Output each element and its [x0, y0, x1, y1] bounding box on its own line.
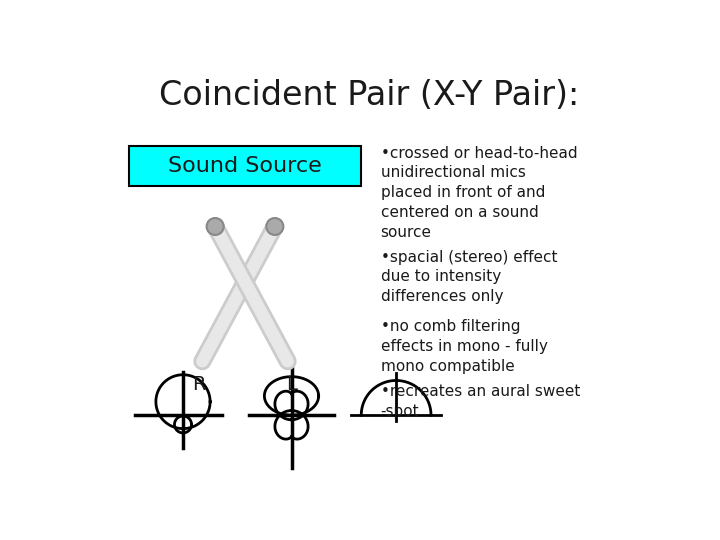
Text: •spacial (stereo) effect
due to intensity
differences only: •spacial (stereo) effect due to intensit… — [381, 249, 557, 304]
Text: •no comb filtering
effects in mono - fully
mono compatible: •no comb filtering effects in mono - ful… — [381, 319, 547, 374]
Text: Coincident Pair (X-Y Pair):: Coincident Pair (X-Y Pair): — [159, 79, 579, 112]
Text: Sound Source: Sound Source — [168, 156, 322, 176]
Ellipse shape — [266, 218, 284, 235]
Text: R: R — [192, 375, 205, 394]
Ellipse shape — [207, 218, 224, 235]
Text: •crossed or head-to-head
unidirectional mics
placed in front of and
centered on : •crossed or head-to-head unidirectional … — [381, 146, 577, 240]
Text: •recreates an aural sweet
-spot: •recreates an aural sweet -spot — [381, 384, 580, 419]
FancyBboxPatch shape — [129, 146, 361, 186]
Text: L: L — [286, 375, 297, 394]
